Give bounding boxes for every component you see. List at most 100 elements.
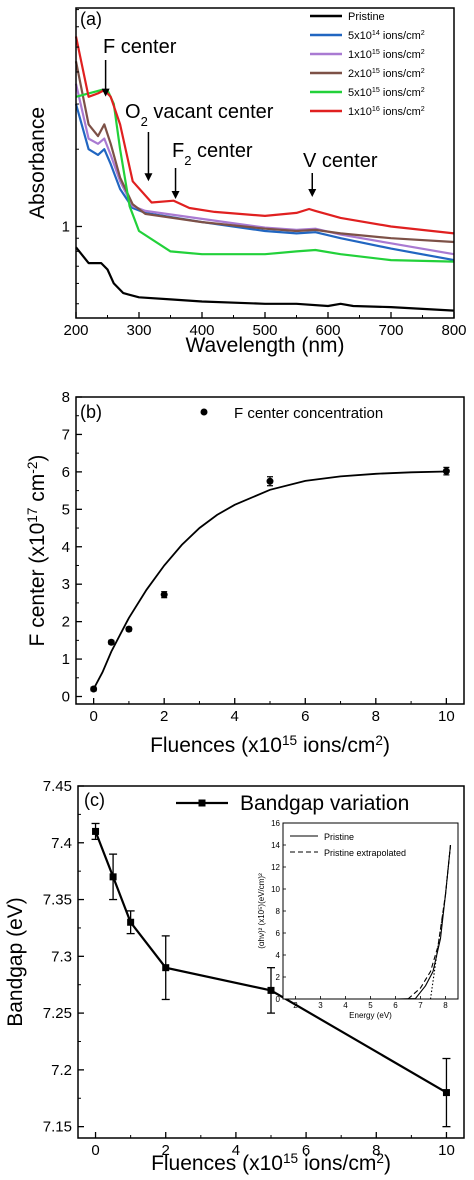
x-tick-label-a-6: 800 (441, 322, 466, 339)
y-tick-label-b-1: 1 (62, 651, 70, 668)
data-point-b-0 (90, 685, 98, 693)
x-axis-label-c-part: 2 (376, 1151, 384, 1166)
legend-label-a-2-part: ions/cm (380, 49, 421, 61)
inset-series-1 (407, 844, 452, 1000)
legend-label-a-0: Pristine (348, 11, 385, 23)
inset-x-tick-label-0: 2 (293, 1001, 298, 1010)
y-tick-label-b-8: 8 (62, 389, 70, 406)
x-tick-label-a-4: 600 (315, 322, 340, 339)
x-tick-label-c-1: 2 (162, 1142, 170, 1159)
x-tick-label-b-5: 10 (438, 708, 455, 725)
x-tick-label-a-1: 300 (126, 322, 151, 339)
legend-label-a-1-part: 14 (372, 29, 380, 37)
annotation-f2-arrow-head (171, 190, 180, 199)
legend-label-a-2-part: 2 (421, 48, 425, 56)
data-point-b-1 (107, 638, 115, 646)
inset-y-tick-label-8: 16 (271, 819, 280, 828)
x-tick-label-c-4: 8 (372, 1142, 380, 1159)
inset-y-axis-label: (αhν)² (x10⁵)(eV/cm)² (257, 873, 266, 949)
x-tick-label-c-3: 6 (302, 1142, 310, 1159)
y-tick-label-c-0: 7.15 (43, 1119, 72, 1136)
legend-label-a-4: 5x1015 ions/cm2 (348, 86, 425, 99)
x-tick-label-c-0: 0 (91, 1142, 99, 1159)
inset-legend-label-1: Pristine extrapolated (324, 848, 406, 858)
inset-x-axis-label: Energy (eV) (349, 1011, 392, 1020)
fit-curve-b (92, 470, 447, 690)
inset-y-tick-label-7: 14 (271, 841, 280, 850)
legend-label-a-4-part: 5x10 (348, 87, 372, 99)
legend-label-a-1-part: 2 (421, 29, 425, 37)
inset-y-tick-label-3: 6 (276, 929, 281, 938)
panel-label-a: (a) (80, 9, 102, 29)
panel-label-c: (c) (84, 790, 105, 810)
legend-label-a-2: 1x1015 ions/cm2 (348, 48, 425, 61)
legend-label-a-4-part: 15 (372, 86, 380, 94)
annotation-v-center: V center (303, 150, 378, 172)
inset-legend-label-0: Pristine (324, 832, 354, 842)
annotation-o2-vacant-center: O2 vacant center (125, 101, 274, 129)
x-axis-label-c-part: ions/cm (298, 1152, 376, 1175)
legend-label-a-5-part: 2 (421, 105, 425, 113)
inset-y-tick-label-5: 10 (271, 885, 280, 894)
annotation-v-center-arrow-head (308, 188, 317, 197)
y-tick-label-c-5: 7.4 (51, 835, 72, 852)
x-tick-label-c-2: 4 (232, 1142, 240, 1159)
legend-marker-b (200, 408, 208, 416)
inset-x-tick-label-5: 7 (418, 1001, 423, 1010)
legend-label-a-3-part: 2x10 (348, 68, 372, 80)
data-point-c-0 (92, 827, 100, 835)
panel-c-bandgap-chart: 0 2 4 6 8 10 7.15 7.2 7.25 7.3 7.35 7.4 7.45 Fluences… (4, 778, 465, 1175)
data-point-b-2 (125, 625, 133, 633)
data-point-b-3 (160, 591, 168, 599)
x-tick-label-b-1: 2 (160, 708, 168, 725)
legend-label-a-3-part: 15 (372, 67, 380, 75)
legend-label-a-5: 1x1016 ions/cm2 (348, 105, 425, 118)
x-axis-label-b-part: 15 (282, 733, 298, 748)
inset-y-tick-label-2: 4 (276, 951, 281, 960)
x-tick-label-b-0: 0 (89, 708, 97, 725)
y-tick-label-b-0: 0 (62, 689, 70, 706)
data-point-c-2 (127, 918, 135, 926)
y-axis-label-b-part: 17 (25, 508, 40, 523)
legend-label-a-5-part: 16 (372, 105, 380, 113)
annotation-o2-arrow-head (144, 173, 153, 182)
data-point-b-4 (266, 477, 274, 485)
annotation-f2-center-part: center (191, 140, 252, 162)
legend-label-a-3-part: 2 (421, 67, 425, 75)
x-tick-label-a-0: 200 (63, 322, 88, 339)
x-axis-label-b: Fluences (x1015 ions/cm2) (150, 733, 390, 758)
y-axis-label-b-part: F center (x10 (26, 523, 49, 647)
legend-label-c: Bandgap variation (240, 792, 409, 815)
y-tick-label-c-1: 7.2 (51, 1062, 72, 1079)
y-tick-label-b-2: 2 (62, 614, 70, 631)
x-tick-label-a-2: 400 (189, 322, 214, 339)
x-tick-label-b-3: 6 (301, 708, 309, 725)
panel-label-b: (b) (80, 402, 102, 422)
x-tick-label-b-4: 8 (372, 708, 380, 725)
series-line-a-0 (75, 246, 455, 312)
legend-label-a-4-part: 2 (421, 86, 425, 94)
y-tick-label-a-0: 1 (62, 218, 70, 235)
legend-label-a-3: 2x1015 ions/cm2 (348, 67, 425, 80)
inset-series-2 (429, 844, 452, 1000)
y-tick-label-b-5: 5 (62, 501, 70, 518)
legend-label-a-1-part: 5x10 (348, 30, 372, 42)
series-line-a-3 (74, 61, 455, 244)
inset-x-tick-label-1: 3 (318, 1001, 323, 1010)
y-tick-label-b-6: 6 (62, 464, 70, 481)
data-point-c-3 (162, 964, 170, 972)
x-tick-label-c-5: 10 (438, 1142, 455, 1159)
annotation-f-center-arrow-head (101, 88, 110, 97)
legend-label-a-2-part: 15 (372, 48, 380, 56)
x-tick-label-b-2: 4 (231, 708, 239, 725)
x-axis-label-c-part: 15 (283, 1151, 299, 1166)
legend-label-a-1-part: ions/cm (380, 30, 421, 42)
legend-label-a-5-part: 1x10 (348, 106, 372, 118)
annotation-f2-center: F2 center (172, 140, 253, 168)
inset-x-tick-label-2: 4 (343, 1001, 348, 1010)
legend-label-b: F center concentration (234, 405, 383, 422)
y-tick-label-c-4: 7.35 (43, 892, 72, 909)
x-tick-label-a-3: 500 (252, 322, 277, 339)
data-point-c-5 (442, 1089, 450, 1097)
